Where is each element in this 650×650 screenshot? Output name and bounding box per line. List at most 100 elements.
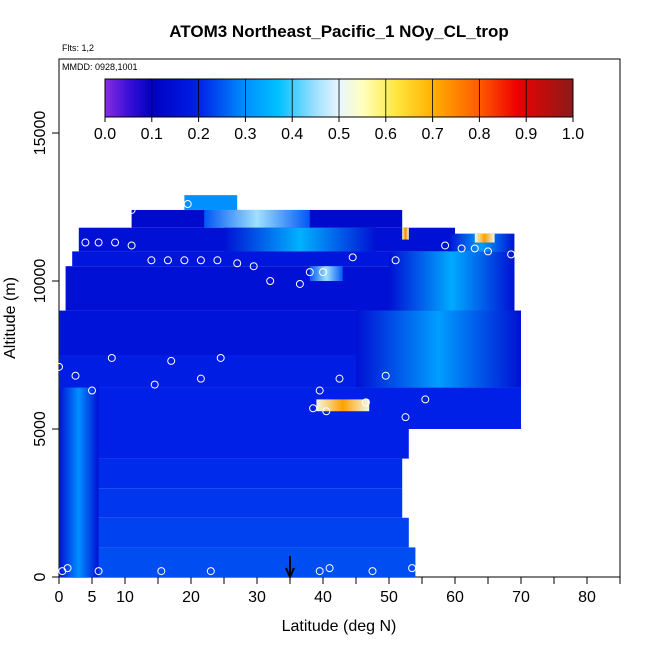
sample-point-32 [249,262,258,271]
sample-point-15 [196,374,205,383]
sample-point-16 [216,353,225,362]
sample-point-13 [150,380,159,389]
y-tick-label-0: 0 [32,572,49,581]
profile-band-1 [59,517,409,548]
sample-point-22 [309,404,318,413]
sample-point-47 [127,241,136,250]
sample-point-2 [94,567,103,576]
x-tick-label-9: 80 [578,589,596,606]
sample-point-36 [319,268,327,277]
sample-point-27 [163,256,172,265]
sample-point-9 [55,362,63,371]
x-tick-label-6: 50 [380,589,398,606]
x-tick-label-0: 0 [55,589,64,606]
feature-band-3 [224,227,376,252]
sample-point-23 [322,407,331,416]
y-axis-label: Altitude (m) [2,277,19,359]
colorbar: 0.0 0.1 0.2 0.3 0.4 0.5 0.6 0.7 0.8 0.9 1.0 [94,78,584,143]
sample-point-19 [381,371,390,380]
feature-band-7 [59,387,99,577]
feature-band-0 [316,399,370,412]
colorbar-tick-label-0: 0.0 [94,126,116,143]
feature-band-9 [389,251,515,311]
y-tick-label-1: 5000 [32,411,49,447]
feature-band-8 [356,310,521,388]
sample-point-30 [213,256,222,265]
sample-point-49 [127,205,136,214]
sample-points [55,200,532,576]
sample-point-12 [107,353,116,362]
sample-point-20 [421,395,430,404]
sample-point-28 [180,256,189,265]
sample-point-41 [470,244,479,253]
colorbar-tick-label-4: 0.4 [281,126,303,143]
feature-band-2 [204,209,310,228]
sample-point-34 [295,279,304,288]
latitude-marker [285,556,295,580]
x-tick-label-4: 30 [248,589,266,606]
profile-band-4 [59,429,409,459]
sample-point-29 [196,256,205,265]
sample-point-44 [81,238,90,247]
sample-point-3 [157,567,166,576]
sample-point-33 [266,277,275,285]
feature-band-6 [402,227,409,240]
sample-point-46 [111,238,120,247]
x-tick-label-1: 5 [88,589,97,606]
x-tick-label-3: 20 [182,589,200,606]
sample-point-35 [305,268,314,277]
y-tick-label-3: 15000 [32,111,49,156]
sample-point-38 [391,256,400,265]
colorbar-tick-label-7: 0.7 [421,126,443,143]
sample-point-21 [523,392,532,401]
x-tick-label-7: 60 [446,589,464,606]
sample-point-10 [71,371,80,380]
feature-band-5 [474,233,495,243]
sample-point-42 [484,247,492,256]
colorbar-tick-label-8: 0.8 [468,126,490,143]
profile-band-12 [184,195,238,210]
sample-point-5 [315,567,324,576]
colorbar-tick-label-2: 0.2 [187,126,209,143]
sample-point-26 [147,256,156,265]
colorbar-tick-label-9: 0.9 [515,126,537,143]
profile-band-2 [59,488,403,518]
sample-point-37 [348,253,357,262]
features-layer [59,209,521,577]
sample-point-39 [441,241,450,250]
sample-point-45 [94,238,103,247]
x-tick-label-2: 10 [116,589,134,606]
colorbar-frame [104,78,574,118]
x-axis: 0 5 10 20 30 40 50 60 70 80 [55,577,621,606]
sample-point-14 [167,356,176,365]
sample-point-40 [457,244,466,253]
profile-band-0 [59,547,416,577]
colorbar-tick-label-3: 0.3 [234,126,256,143]
sample-point-17 [315,386,324,395]
colorbar-tick-label-10: 1.0 [562,126,584,143]
sample-point-48 [71,220,80,229]
profile-band-5 [59,387,521,429]
marker-arrow-head [285,567,295,580]
y-axis: 0 5000 10000 15000 [32,111,59,581]
sample-point-4 [206,567,215,576]
sample-point-43 [507,250,516,259]
sample-point-24 [361,398,370,407]
sample-point-6 [325,564,334,573]
date-label: MMDD: 0928,1001 [62,62,138,72]
sample-point-50 [183,200,192,209]
y-tick-label-2: 10000 [32,259,49,304]
colorbar-tick-label-5: 0.5 [328,126,350,143]
sample-point-18 [335,374,344,383]
flights-label: Flts: 1,2 [62,43,94,53]
profile-band-3 [59,458,403,489]
sample-point-11 [88,386,96,395]
sample-point-31 [233,259,242,268]
colorbar-tick-label-1: 0.1 [141,126,163,143]
sample-point-7 [368,567,377,576]
chart-title: ATOM3 Northeast_Pacific_1 NOy_CL_trop [169,22,508,41]
x-tick-label-5: 40 [314,589,332,606]
x-tick-label-8: 70 [512,589,530,606]
x-axis-label: Latitude (deg N) [282,618,397,635]
